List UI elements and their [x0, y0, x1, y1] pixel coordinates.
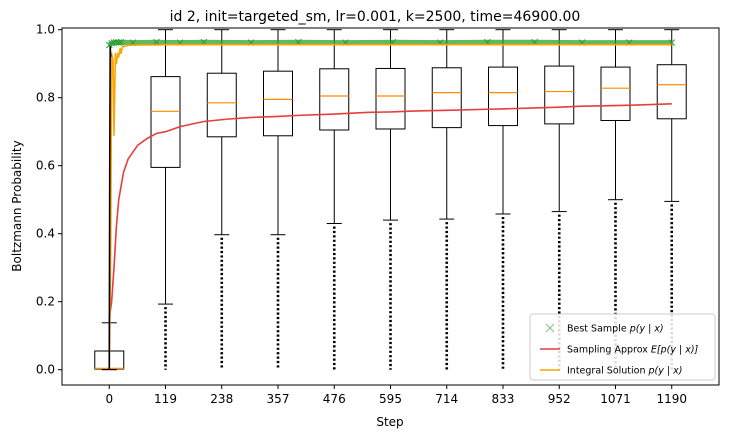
box-plot	[656, 29, 687, 202]
box	[487, 66, 518, 127]
marker-stroke	[108, 39, 115, 47]
legend-label: Best Sample p(y | x)	[567, 324, 664, 335]
box	[319, 68, 350, 131]
x-tick-label: 952	[548, 392, 571, 406]
legend-entry: Best Sample p(y | x)	[545, 323, 664, 335]
box-plot	[544, 29, 575, 213]
box-plot	[319, 29, 350, 224]
box-plot	[600, 29, 631, 201]
marker-stroke	[117, 38, 125, 46]
y-tick-label: 1.0	[36, 23, 55, 37]
box-plot	[431, 29, 462, 220]
legend-entry: Sampling Approx E[p(y | x)]	[540, 345, 699, 356]
x-tick-label: 833	[492, 392, 515, 406]
legend-marker	[545, 323, 555, 333]
box	[375, 67, 406, 130]
legend-label: Sampling Approx E[p(y | x)]	[567, 345, 699, 356]
y-tick-label: 0.4	[36, 227, 55, 241]
x-tick-label: 357	[267, 392, 290, 406]
x-tick-label: 476	[323, 392, 346, 406]
series-line	[108, 45, 112, 370]
series-line	[108, 43, 672, 370]
y-axis-label: Boltzmann Probability	[10, 140, 24, 271]
box	[656, 64, 687, 120]
box	[600, 66, 631, 121]
best-sample-marker	[117, 38, 125, 46]
y-tick-label: 0.6	[36, 159, 55, 173]
series-line	[108, 103, 672, 319]
box-plot	[375, 29, 406, 221]
legend: Best Sample p(y | x) Sampling Approx E[p(…	[529, 313, 716, 381]
box	[150, 76, 181, 168]
best-sample-marker	[115, 39, 123, 46]
box-plot	[263, 29, 294, 236]
legend-label: Integral Solution p(y | x)	[567, 366, 682, 377]
box	[544, 65, 575, 125]
x-axis-label: Step	[376, 415, 403, 429]
box	[206, 72, 237, 138]
legend-entry: Integral Solution p(y | x)	[540, 366, 682, 377]
y-tick-label: 0.0	[36, 363, 55, 377]
box-plot	[150, 29, 181, 305]
box-plot	[206, 29, 237, 236]
legend-frame	[529, 313, 716, 381]
x-tick-label: 238	[210, 392, 233, 406]
box	[431, 67, 462, 129]
best-sample-marker	[110, 39, 118, 46]
y-tick-label: 0.8	[36, 91, 55, 105]
y-axis: 0.0 0.2 0.4 0.6 0.8 1.0	[36, 23, 62, 377]
x-tick-label: 1071	[600, 392, 631, 406]
y-tick-label: 0.2	[36, 295, 55, 309]
box	[263, 70, 294, 137]
marker-stroke	[110, 39, 118, 46]
chart-title: id 2, init=targeted_sm, lr=0.001, k=2500…	[170, 9, 581, 25]
x-tick-label: 1190	[656, 392, 687, 406]
best-sample-marker	[113, 38, 120, 46]
x-tick-label: 595	[379, 392, 402, 406]
x-tick-label: 119	[154, 392, 177, 406]
series-lines	[105, 38, 676, 370]
x-tick-label: 0	[105, 392, 113, 406]
x-tick-label: 714	[435, 392, 458, 406]
x-axis: 0 119 238 357 476 595 714 833 952 1071 1190	[105, 385, 687, 406]
marker-stroke	[113, 38, 120, 46]
box-plot	[487, 29, 518, 215]
marker-stroke	[115, 39, 123, 46]
